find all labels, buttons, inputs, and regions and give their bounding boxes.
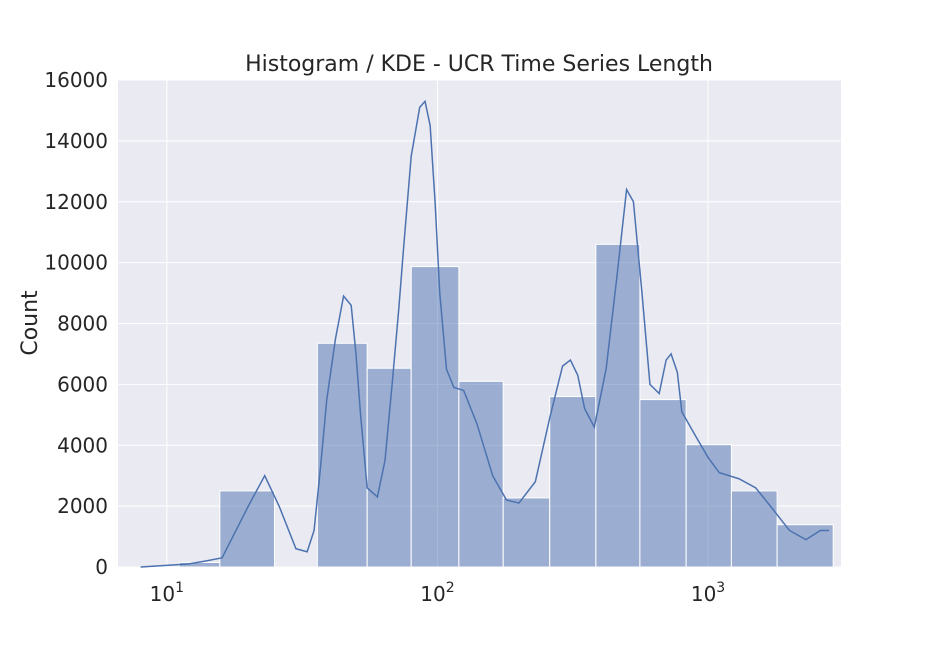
histogram-bar xyxy=(219,490,276,568)
histogram-bar xyxy=(316,342,368,568)
y-axis-ticks: 0 2000 4000 6000 8000 10000 12000 14000 16000 xyxy=(44,68,108,579)
histogram-bars xyxy=(178,243,834,568)
histogram-bar xyxy=(730,490,778,568)
histogram-bar xyxy=(639,399,687,568)
y-axis-label: Count xyxy=(18,290,43,356)
histogram-bar xyxy=(366,367,412,568)
y-tick-label: 12000 xyxy=(44,190,108,214)
y-tick-label: 14000 xyxy=(44,129,108,153)
histogram-bar xyxy=(502,497,551,568)
x-tick-base: 10 xyxy=(420,582,445,606)
chart-title: Histogram / KDE - UCR Time Series Length xyxy=(245,52,713,77)
y-tick-label: 10000 xyxy=(44,251,108,275)
y-tick-label: 6000 xyxy=(57,372,108,396)
histogram-bar xyxy=(458,380,504,568)
y-tick-label: 0 xyxy=(95,555,108,579)
histogram-bar xyxy=(410,266,460,568)
x-tick-base: 10 xyxy=(150,582,175,606)
y-tick-label: 16000 xyxy=(44,68,108,92)
x-tick-exponent: 3 xyxy=(716,580,725,596)
histogram-bar xyxy=(595,243,641,568)
y-tick-label: 8000 xyxy=(57,312,108,336)
y-tick-label: 4000 xyxy=(57,433,108,457)
x-tick-base: 10 xyxy=(691,582,716,606)
histogram-bar xyxy=(549,396,597,568)
x-tick-exponent: 2 xyxy=(446,580,455,596)
x-tick-label: 103 xyxy=(691,580,725,606)
kde-line xyxy=(140,99,830,568)
x-tick-exponent: 1 xyxy=(175,580,184,596)
histogram-bar xyxy=(685,444,732,568)
y-tick-label: 2000 xyxy=(57,494,108,518)
x-axis-ticks: 101 102 103 xyxy=(150,580,726,606)
histogram-bar xyxy=(776,524,834,568)
x-tick-label: 101 xyxy=(150,580,184,606)
x-tick-label: 102 xyxy=(420,580,454,606)
